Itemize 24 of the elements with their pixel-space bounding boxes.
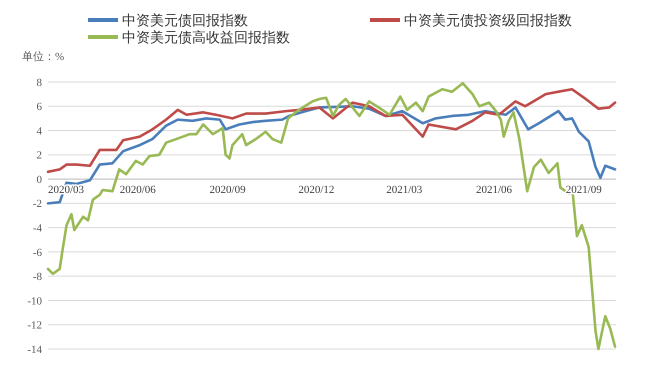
legend-label: 中资美元债投资级回报指数: [404, 13, 572, 29]
y-tick-label: 2: [36, 150, 42, 162]
legend-label: 中资美元债回报指数: [122, 13, 248, 29]
x-tick-label: 2020/12: [298, 184, 334, 196]
y-tick-label: -6: [32, 246, 42, 259]
y-tick-label: 6: [36, 101, 42, 114]
y-tick-label: -12: [27, 320, 42, 332]
y-tick-label: 4: [36, 125, 42, 138]
y-tick-label: -4: [32, 222, 42, 234]
legend-label: 中资美元债高收益回报指数: [122, 30, 290, 46]
y-tick-label: -2: [32, 198, 42, 210]
x-tick-label: 2020/06: [120, 184, 156, 196]
x-tick-label: 2021/06: [476, 184, 513, 196]
y-tick-label: -10: [27, 295, 42, 308]
y-tick-label: 0: [36, 174, 42, 186]
y-tick-label: 8: [36, 76, 42, 89]
line-series: [46, 82, 616, 350]
x-tick-label: 2020/09: [210, 184, 246, 196]
y-tick-label: -14: [27, 344, 42, 356]
y-axis-title: 单位：%: [22, 50, 64, 63]
x-tick-label: 2021/03: [386, 184, 423, 196]
line-series: [46, 88, 616, 174]
y-tick-label: -8: [32, 271, 42, 284]
line-series: [46, 104, 616, 205]
